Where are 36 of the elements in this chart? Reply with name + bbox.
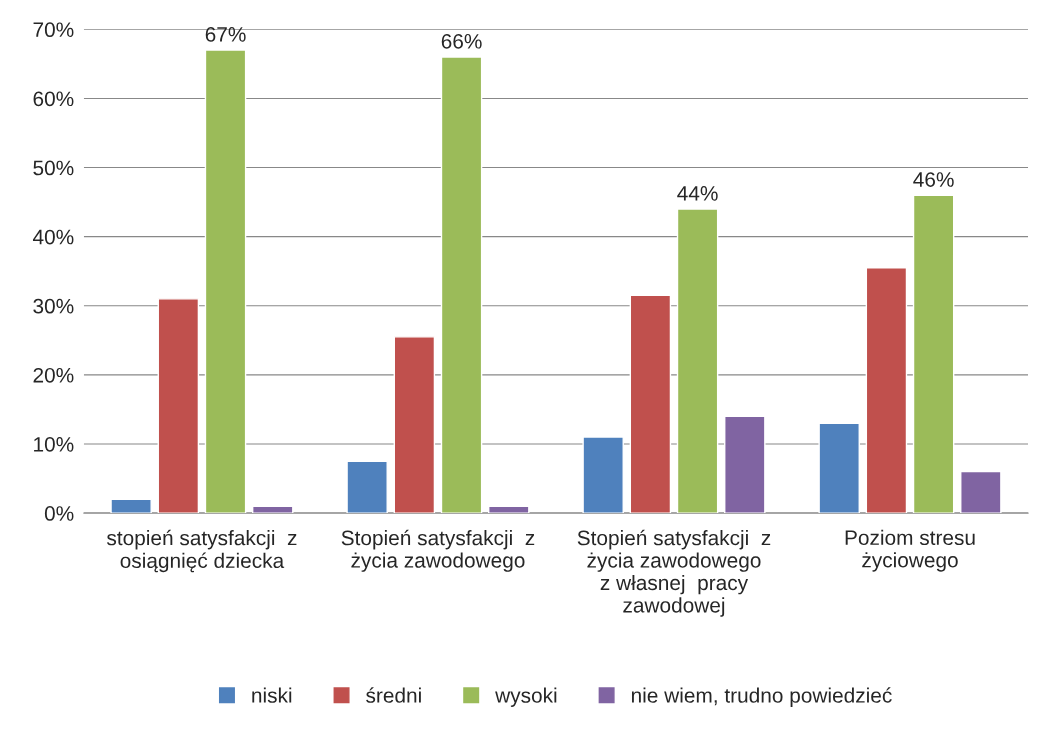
legend-label: średni: [366, 687, 421, 703]
y-tick-label: 30%: [33, 298, 74, 314]
y-tick-label: 70%: [33, 22, 74, 38]
bar: [393, 336, 436, 514]
bar: [912, 194, 955, 514]
x-tick-label: stopień satysfakcji z osiągnięć dziecka: [106, 529, 297, 573]
bar: [865, 267, 908, 514]
legend-label: niski: [252, 687, 292, 703]
legend-label: nie wiem, trudno powiedzieć: [631, 687, 892, 707]
y-tick-label: 60%: [33, 91, 74, 107]
x-tick-label: Stopień satysfakcji z życia zawodowego z własnej pracy zawodowej: [577, 529, 771, 617]
data-label: 44%: [677, 186, 718, 201]
y-tick-label: 20%: [33, 367, 74, 383]
bar: [629, 294, 672, 514]
legend-label: wysoki: [495, 687, 557, 707]
bar: [818, 422, 860, 514]
bar: [251, 505, 294, 514]
data-label: 46%: [913, 172, 954, 187]
bar: [582, 436, 624, 514]
data-label: 66%: [441, 33, 482, 49]
bar: [157, 298, 200, 514]
bar: [488, 505, 530, 514]
x-tick-label: Stopień satysfakcji z życia zawodowego: [341, 529, 535, 572]
bar: [724, 415, 766, 514]
y-tick-label: 0%: [44, 506, 74, 521]
bar: [110, 498, 152, 514]
bar: [346, 460, 388, 514]
bar: [204, 49, 247, 514]
y-tick-label: 50%: [33, 160, 74, 176]
bar: [676, 208, 719, 514]
y-tick-label: 40%: [32, 229, 74, 245]
bar: [960, 470, 1002, 514]
y-tick-label: 10%: [34, 436, 74, 452]
bar: [440, 56, 483, 514]
data-label: 67%: [205, 27, 246, 42]
x-tick-label: Poziom stresu życiowego: [845, 529, 975, 572]
